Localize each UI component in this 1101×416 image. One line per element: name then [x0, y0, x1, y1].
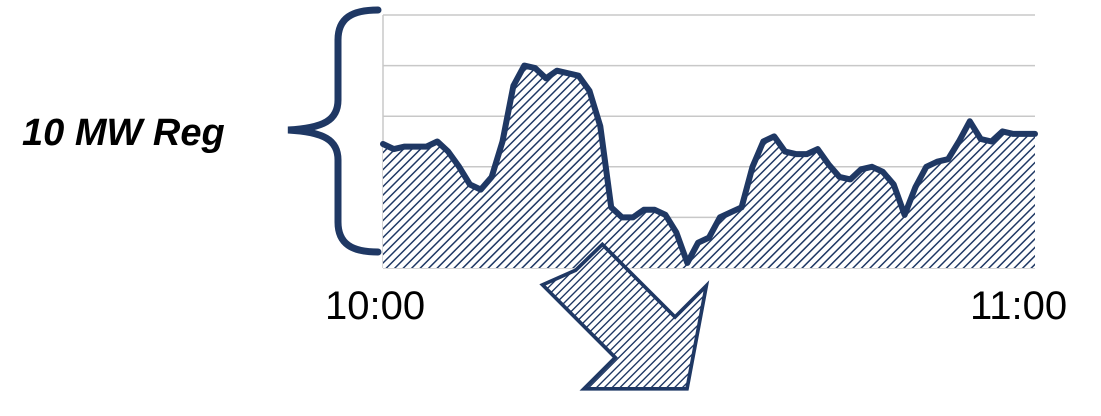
regulation-brace [288, 10, 378, 252]
x-tick-label: 10:00 [325, 284, 425, 329]
x-tick-label: 11:00 [970, 284, 1067, 329]
bracket-label: 10 MW Reg [22, 112, 225, 155]
